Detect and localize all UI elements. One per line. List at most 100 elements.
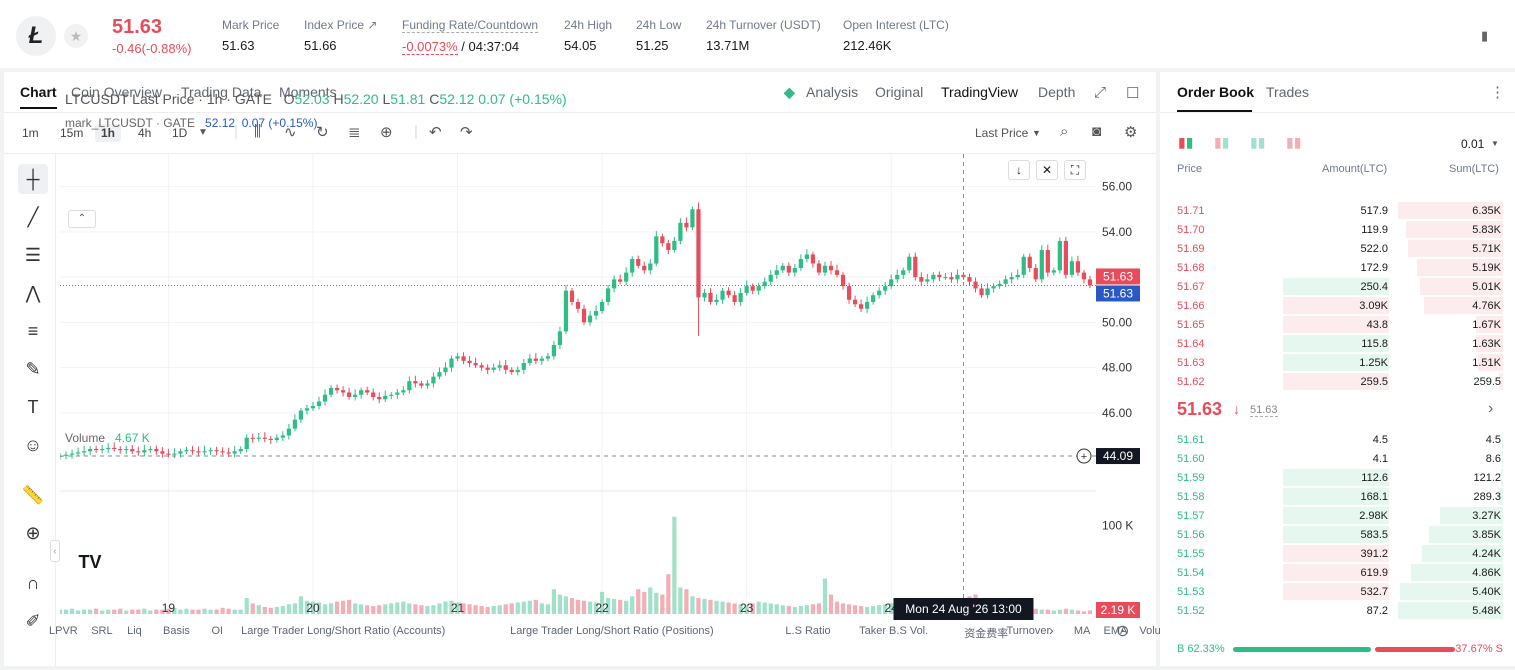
candle-body bbox=[798, 259, 803, 269]
horizontal-lines-icon[interactable]: ☰ bbox=[24, 244, 42, 265]
bid-row[interactable]: 51.61 4.5 4.5 bbox=[1160, 430, 1515, 449]
bid-row[interactable]: 51.54 619.9 4.86K bbox=[1160, 563, 1515, 582]
tab-moments[interactable]: Moments bbox=[279, 84, 337, 100]
add-alert-icon[interactable]: ⊕ bbox=[380, 124, 393, 141]
tab-tradingview[interactable]: TradingView bbox=[941, 84, 1019, 100]
pattern-icon[interactable]: ⋀ bbox=[25, 282, 41, 303]
emoji-icon[interactable]: ☺ bbox=[23, 434, 43, 455]
undo-icon[interactable]: ↶ bbox=[429, 124, 442, 141]
bid-row[interactable]: 51.58 168.1 289.3 bbox=[1160, 487, 1515, 506]
view-bids-icon[interactable]: ▮▮ bbox=[1250, 134, 1266, 150]
view-split-icon[interactable]: ▮▮ bbox=[1214, 134, 1230, 150]
indicator-1[interactable]: SRL bbox=[91, 625, 113, 637]
price-axis[interactable]: 56.0054.0052.0050.0048.0046.0051.6351.63… bbox=[1096, 154, 1156, 622]
magnet-icon[interactable]: ∩ bbox=[26, 572, 40, 593]
replay-icon[interactable]: ↻ bbox=[316, 124, 329, 141]
scroll-down-icon[interactable]: ↓ bbox=[1008, 160, 1030, 180]
chevron-right-icon[interactable]: › bbox=[1049, 622, 1054, 638]
redo-icon[interactable]: ↷ bbox=[460, 124, 473, 141]
tab-analysis[interactable]: Analysis bbox=[806, 84, 859, 100]
gear-icon[interactable]: ⚙ bbox=[1124, 124, 1138, 141]
index-price-stat[interactable]: Index Price ↗ 51.66 bbox=[304, 18, 377, 53]
timeframe-dropdown-icon[interactable]: ▼ bbox=[198, 127, 208, 138]
indicator-9[interactable]: 资金费率 bbox=[964, 628, 1009, 640]
drawing-toolbar: ┼ ╱ ☰ ⋀ ≡ ✎ T ☺ 📏 ⊕ ∩ ✐ bbox=[8, 154, 56, 666]
ask-row[interactable]: 51.65 43.8 1.67K bbox=[1160, 315, 1515, 334]
ask-row[interactable]: 51.66 3.09K 4.76K bbox=[1160, 296, 1515, 315]
pencil-icon[interactable]: ✐ bbox=[25, 610, 41, 631]
tab-trading-data[interactable]: Trading Data bbox=[181, 84, 262, 100]
bid-row[interactable]: 51.57 2.98K 3.27K bbox=[1160, 506, 1515, 525]
indicator-5[interactable]: Large Trader Long/Short Ratio (Accounts) bbox=[241, 625, 446, 637]
indicator-12[interactable]: EMA bbox=[1103, 625, 1128, 637]
volume-bar bbox=[377, 605, 382, 614]
indicator-6[interactable]: Large Trader Long/Short Ratio (Positions… bbox=[510, 625, 714, 637]
book-icon[interactable]: ▮ bbox=[1481, 28, 1489, 43]
bid-row[interactable]: 51.60 4.1 8.6 bbox=[1160, 449, 1515, 468]
candle-type-icon[interactable]: ⫼ bbox=[254, 123, 261, 140]
indicator-13[interactable]: Volu bbox=[1139, 625, 1161, 637]
bid-row[interactable]: 51.55 391.2 4.24K bbox=[1160, 544, 1515, 563]
timeframe-4h[interactable]: 4h bbox=[138, 126, 152, 140]
ask-row[interactable]: 51.68 172.9 5.19K bbox=[1160, 258, 1515, 277]
tab-chart[interactable]: Chart bbox=[20, 84, 57, 109]
bid-row[interactable]: 51.59 112.6 121.2 bbox=[1160, 468, 1515, 487]
indicator-7[interactable]: L.S Ratio bbox=[785, 625, 831, 637]
view-asks-icon[interactable]: ▮▮ bbox=[1286, 134, 1302, 150]
indicator-4[interactable]: OI bbox=[211, 625, 224, 637]
indicator-11[interactable]: MA bbox=[1073, 625, 1091, 637]
ask-row[interactable]: 51.70 119.9 5.83K bbox=[1160, 220, 1515, 239]
indicators-icon[interactable]: ∿ bbox=[284, 124, 297, 141]
crosshair-icon[interactable]: ┼ bbox=[18, 164, 48, 194]
ask-row[interactable]: 51.71 517.9 6.35K bbox=[1160, 201, 1515, 220]
favorite-star-icon[interactable]: ★ bbox=[64, 24, 88, 48]
timeframe-15m[interactable]: 15m bbox=[60, 126, 84, 140]
settings-icon[interactable]: ⊙ bbox=[1116, 623, 1130, 640]
zoom-in-icon[interactable]: ⊕ bbox=[25, 522, 41, 543]
tab-depth[interactable]: Depth bbox=[1038, 84, 1076, 100]
bid-row[interactable]: 51.53 532.7 5.40K bbox=[1160, 582, 1515, 601]
camera-icon[interactable]: ◙ bbox=[1092, 123, 1102, 140]
expand-icon[interactable]: ⤢ bbox=[1094, 84, 1107, 101]
search-icon[interactable]: ⌕ bbox=[1060, 123, 1069, 140]
indicator-2[interactable]: Liq bbox=[127, 625, 142, 637]
trendline-icon[interactable]: ╱ bbox=[27, 206, 39, 227]
ask-row[interactable]: 51.62 259.5 259.5 bbox=[1160, 372, 1515, 391]
price-source-select[interactable]: Last Price bbox=[975, 126, 1029, 140]
fib-icon[interactable]: ≡ bbox=[27, 320, 39, 341]
collapse-icon[interactable]: ✕ bbox=[1036, 160, 1058, 180]
sum-depth-bar bbox=[1502, 450, 1503, 467]
window-icon[interactable]: ☐ bbox=[1126, 85, 1140, 102]
chevron-down-icon[interactable]: ▼ bbox=[1032, 128, 1041, 138]
tab-original[interactable]: Original bbox=[875, 84, 924, 100]
template-icon[interactable]: ≣ bbox=[348, 124, 361, 141]
collapse-legend-button[interactable]: ⌃ bbox=[68, 210, 96, 228]
chevron-right-icon[interactable]: › bbox=[1488, 400, 1494, 417]
ask-row[interactable]: 51.63 1.25K 1.51K bbox=[1160, 353, 1515, 372]
toolbar-toggle-icon[interactable]: ‹ bbox=[50, 540, 60, 562]
fullscreen-icon[interactable]: ⛶ bbox=[1064, 160, 1086, 180]
indicator-3[interactable]: Basis bbox=[163, 625, 190, 637]
ask-row[interactable]: 51.69 522.0 5.71K bbox=[1160, 239, 1515, 258]
indicator-10[interactable]: Turnover bbox=[1006, 625, 1051, 637]
candlestick-chart[interactable]: +19 20 21 22 23 24 Mon 24 Aug '26 13:00 bbox=[60, 154, 1096, 622]
tab-coin-overview[interactable]: Coin Overview bbox=[71, 84, 163, 100]
text-icon[interactable]: T bbox=[27, 396, 39, 417]
bid-row[interactable]: 51.56 583.5 3.85K bbox=[1160, 525, 1515, 544]
indicator-0[interactable]: LPVR bbox=[49, 625, 78, 637]
tab-trades[interactable]: Trades bbox=[1266, 84, 1310, 100]
brush-icon[interactable]: ✎ bbox=[25, 358, 41, 379]
timeframe-1m[interactable]: 1m bbox=[22, 126, 39, 140]
ask-row[interactable]: 51.64 115.8 1.63K bbox=[1160, 334, 1515, 353]
bid-row[interactable]: 51.52 87.2 5.48K bbox=[1160, 601, 1515, 620]
indicator-8[interactable]: Taker B.S Vol. bbox=[859, 625, 929, 637]
ask-row[interactable]: 51.67 250.4 5.01K bbox=[1160, 277, 1515, 296]
ruler-icon[interactable]: 📏 bbox=[21, 484, 45, 505]
more-icon[interactable]: ⋮ bbox=[1490, 84, 1505, 101]
timeframe-1d[interactable]: 1D bbox=[172, 126, 188, 140]
chevron-down-icon[interactable]: ▼ bbox=[1491, 139, 1499, 148]
view-both-icon[interactable]: ▮▮ bbox=[1178, 134, 1194, 150]
timeframe-1h[interactable]: 1h bbox=[95, 124, 122, 142]
tab-order-book[interactable]: Order Book bbox=[1177, 84, 1255, 100]
precision-select[interactable]: 0.01 bbox=[1461, 137, 1485, 151]
